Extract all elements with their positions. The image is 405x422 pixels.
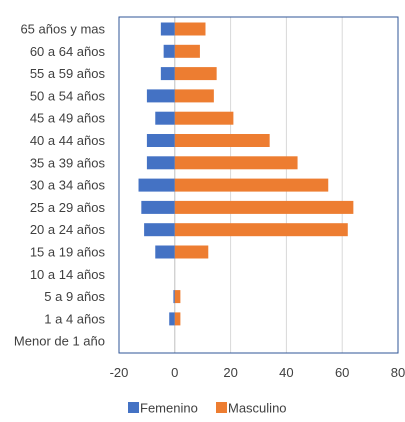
category-label-12: 5 a 9 años — [44, 289, 105, 304]
x-tick-label-4: 60 — [335, 365, 349, 380]
bar-femenino-7 — [138, 178, 175, 192]
category-label-14: Menor de 1 año — [14, 334, 105, 349]
bar-masculino-13 — [174, 312, 181, 326]
category-label-1: 60 a 64 años — [30, 44, 106, 59]
legend-swatch-femenino — [128, 402, 139, 413]
bar-masculino-9 — [174, 223, 348, 237]
category-label-4: 45 a 49 años — [30, 111, 106, 126]
bar-femenino-1 — [163, 44, 175, 58]
category-label-11: 10 a 14 años — [30, 267, 106, 282]
bar-femenino-3 — [146, 89, 175, 103]
category-label-0: 65 años y mas — [20, 22, 105, 37]
x-tick-labels: -20 0 20 40 60 80 — [110, 365, 405, 380]
bar-femenino-5 — [146, 134, 175, 147]
legend-swatch-masculino — [216, 402, 227, 413]
x-tick-label-5: 80 — [391, 365, 405, 380]
category-label-6: 35 a 39 años — [30, 155, 106, 170]
category-label-8: 25 a 29 años — [30, 200, 106, 215]
bar-masculino-6 — [174, 156, 298, 170]
bar-masculino-0 — [174, 22, 206, 36]
category-label-3: 50 a 54 años — [30, 88, 106, 103]
category-label-7: 30 a 34 años — [30, 178, 106, 193]
bar-femenino-6 — [146, 156, 175, 170]
legend-label-femenino: Femenino — [140, 401, 198, 416]
bar-masculino-4 — [174, 111, 234, 125]
bar-femenino-8 — [141, 200, 175, 214]
category-label-2: 55 a 59 años — [30, 66, 106, 81]
bar-masculino-8 — [174, 200, 354, 214]
category-labels: 65 años y mas 60 a 64 años 55 a 59 años 50 … — [14, 22, 106, 349]
bar-femenino-12 — [173, 290, 175, 304]
bar-femenino-9 — [144, 223, 175, 237]
x-tick-label-2: 20 — [223, 365, 237, 380]
x-tick-label-0: -20 — [110, 365, 129, 380]
legend-label-masculino: Masculino — [228, 401, 287, 416]
legend: Femenino Masculino — [128, 401, 287, 416]
bar-masculino-3 — [174, 89, 214, 103]
bar-femenino-4 — [155, 111, 175, 125]
category-label-9: 20 a 24 años — [30, 222, 106, 237]
bar-femenino-2 — [160, 67, 175, 81]
bar-femenino-13 — [169, 312, 175, 326]
x-tick-label-1: 0 — [171, 365, 178, 380]
bar-masculino-7 — [174, 178, 329, 192]
bar-masculino-5 — [174, 134, 270, 147]
bar-femenino-10 — [155, 245, 175, 259]
category-label-5: 40 a 44 años — [30, 133, 106, 148]
bar-masculino-10 — [174, 245, 209, 259]
bar-femenino-0 — [160, 22, 175, 36]
plot-frame — [118, 16, 399, 354]
bar-masculino-1 — [174, 44, 200, 58]
bar-masculino-12 — [174, 290, 181, 304]
bars — [138, 22, 354, 326]
x-tick-label-3: 40 — [279, 365, 293, 380]
bar-masculino-2 — [174, 67, 217, 81]
category-label-10: 15 a 19 años — [30, 245, 106, 260]
category-label-13: 1 a 4 años — [44, 311, 105, 326]
